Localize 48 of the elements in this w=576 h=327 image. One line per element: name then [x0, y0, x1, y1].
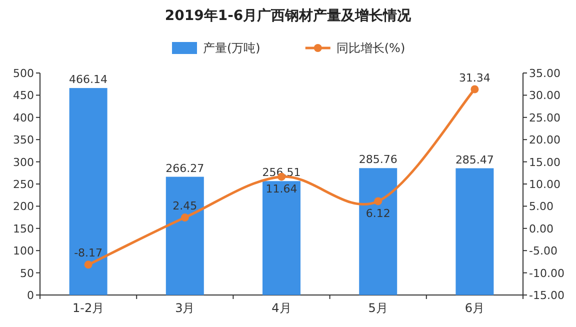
y2-tick-label: 30.00	[529, 89, 560, 102]
data-label: 31.34	[458, 71, 490, 84]
data-label: 466.14	[69, 73, 108, 86]
chart-title: 2019年1-6月广西钢材产量及增长情况	[164, 7, 412, 24]
point	[374, 197, 382, 206]
y2-tick-label: 5.00	[529, 200, 554, 214]
y2-tick-label: -15.00	[529, 289, 564, 302]
y2-tick-label: 20.00	[529, 134, 560, 147]
bar	[262, 181, 300, 295]
data-label: 266.27	[166, 162, 204, 175]
point	[84, 260, 92, 269]
bar	[456, 168, 494, 295]
y2-tick-label: 10.00	[529, 178, 560, 191]
y-tick-label: 0	[27, 289, 34, 302]
y-tick-label: 200	[13, 200, 34, 214]
data-label: -8.17	[74, 246, 103, 260]
x-tick-label: 1-2月	[72, 301, 104, 315]
y-tick-label: 150	[13, 222, 34, 236]
y2-tick-label: -10.00	[529, 266, 564, 280]
y2-tick-label: 35.00	[529, 67, 560, 80]
data-label: 11.64	[266, 182, 298, 196]
bar	[359, 168, 398, 295]
y-tick-label: 450	[13, 89, 34, 102]
data-label: 285.47	[455, 153, 494, 166]
x-tick-label: 5月	[368, 301, 388, 315]
y-tick-label: 400	[13, 111, 34, 124]
x-tick-label: 3月	[175, 301, 195, 315]
data-label: 6.12	[366, 207, 390, 220]
x-tick-label: 4月	[272, 301, 292, 315]
bar	[166, 176, 204, 295]
y-tick-label: 50	[20, 266, 34, 280]
y-tick-label: 350	[13, 134, 34, 147]
bar	[69, 88, 108, 295]
x-tick-label: 6月	[464, 301, 485, 315]
point	[470, 85, 479, 94]
y-tick-label: 300	[13, 156, 34, 169]
y-tick-label: 500	[13, 67, 34, 80]
y-tick-label: 100	[13, 244, 34, 258]
y2-tick-label: -5.00	[529, 244, 558, 258]
legend-label: 同比增长(%)	[336, 41, 406, 55]
y2-tick-label: 25.00	[529, 111, 560, 124]
y-tick-label: 250	[13, 178, 34, 191]
data-label: 2.45	[172, 200, 198, 213]
legend-label: 产量(万吨)	[203, 41, 260, 55]
y2-tick-label: 0.00	[529, 222, 554, 236]
point	[180, 214, 189, 222]
data-label: 285.76	[358, 153, 398, 166]
y2-tick-label: 15.00	[529, 156, 560, 169]
